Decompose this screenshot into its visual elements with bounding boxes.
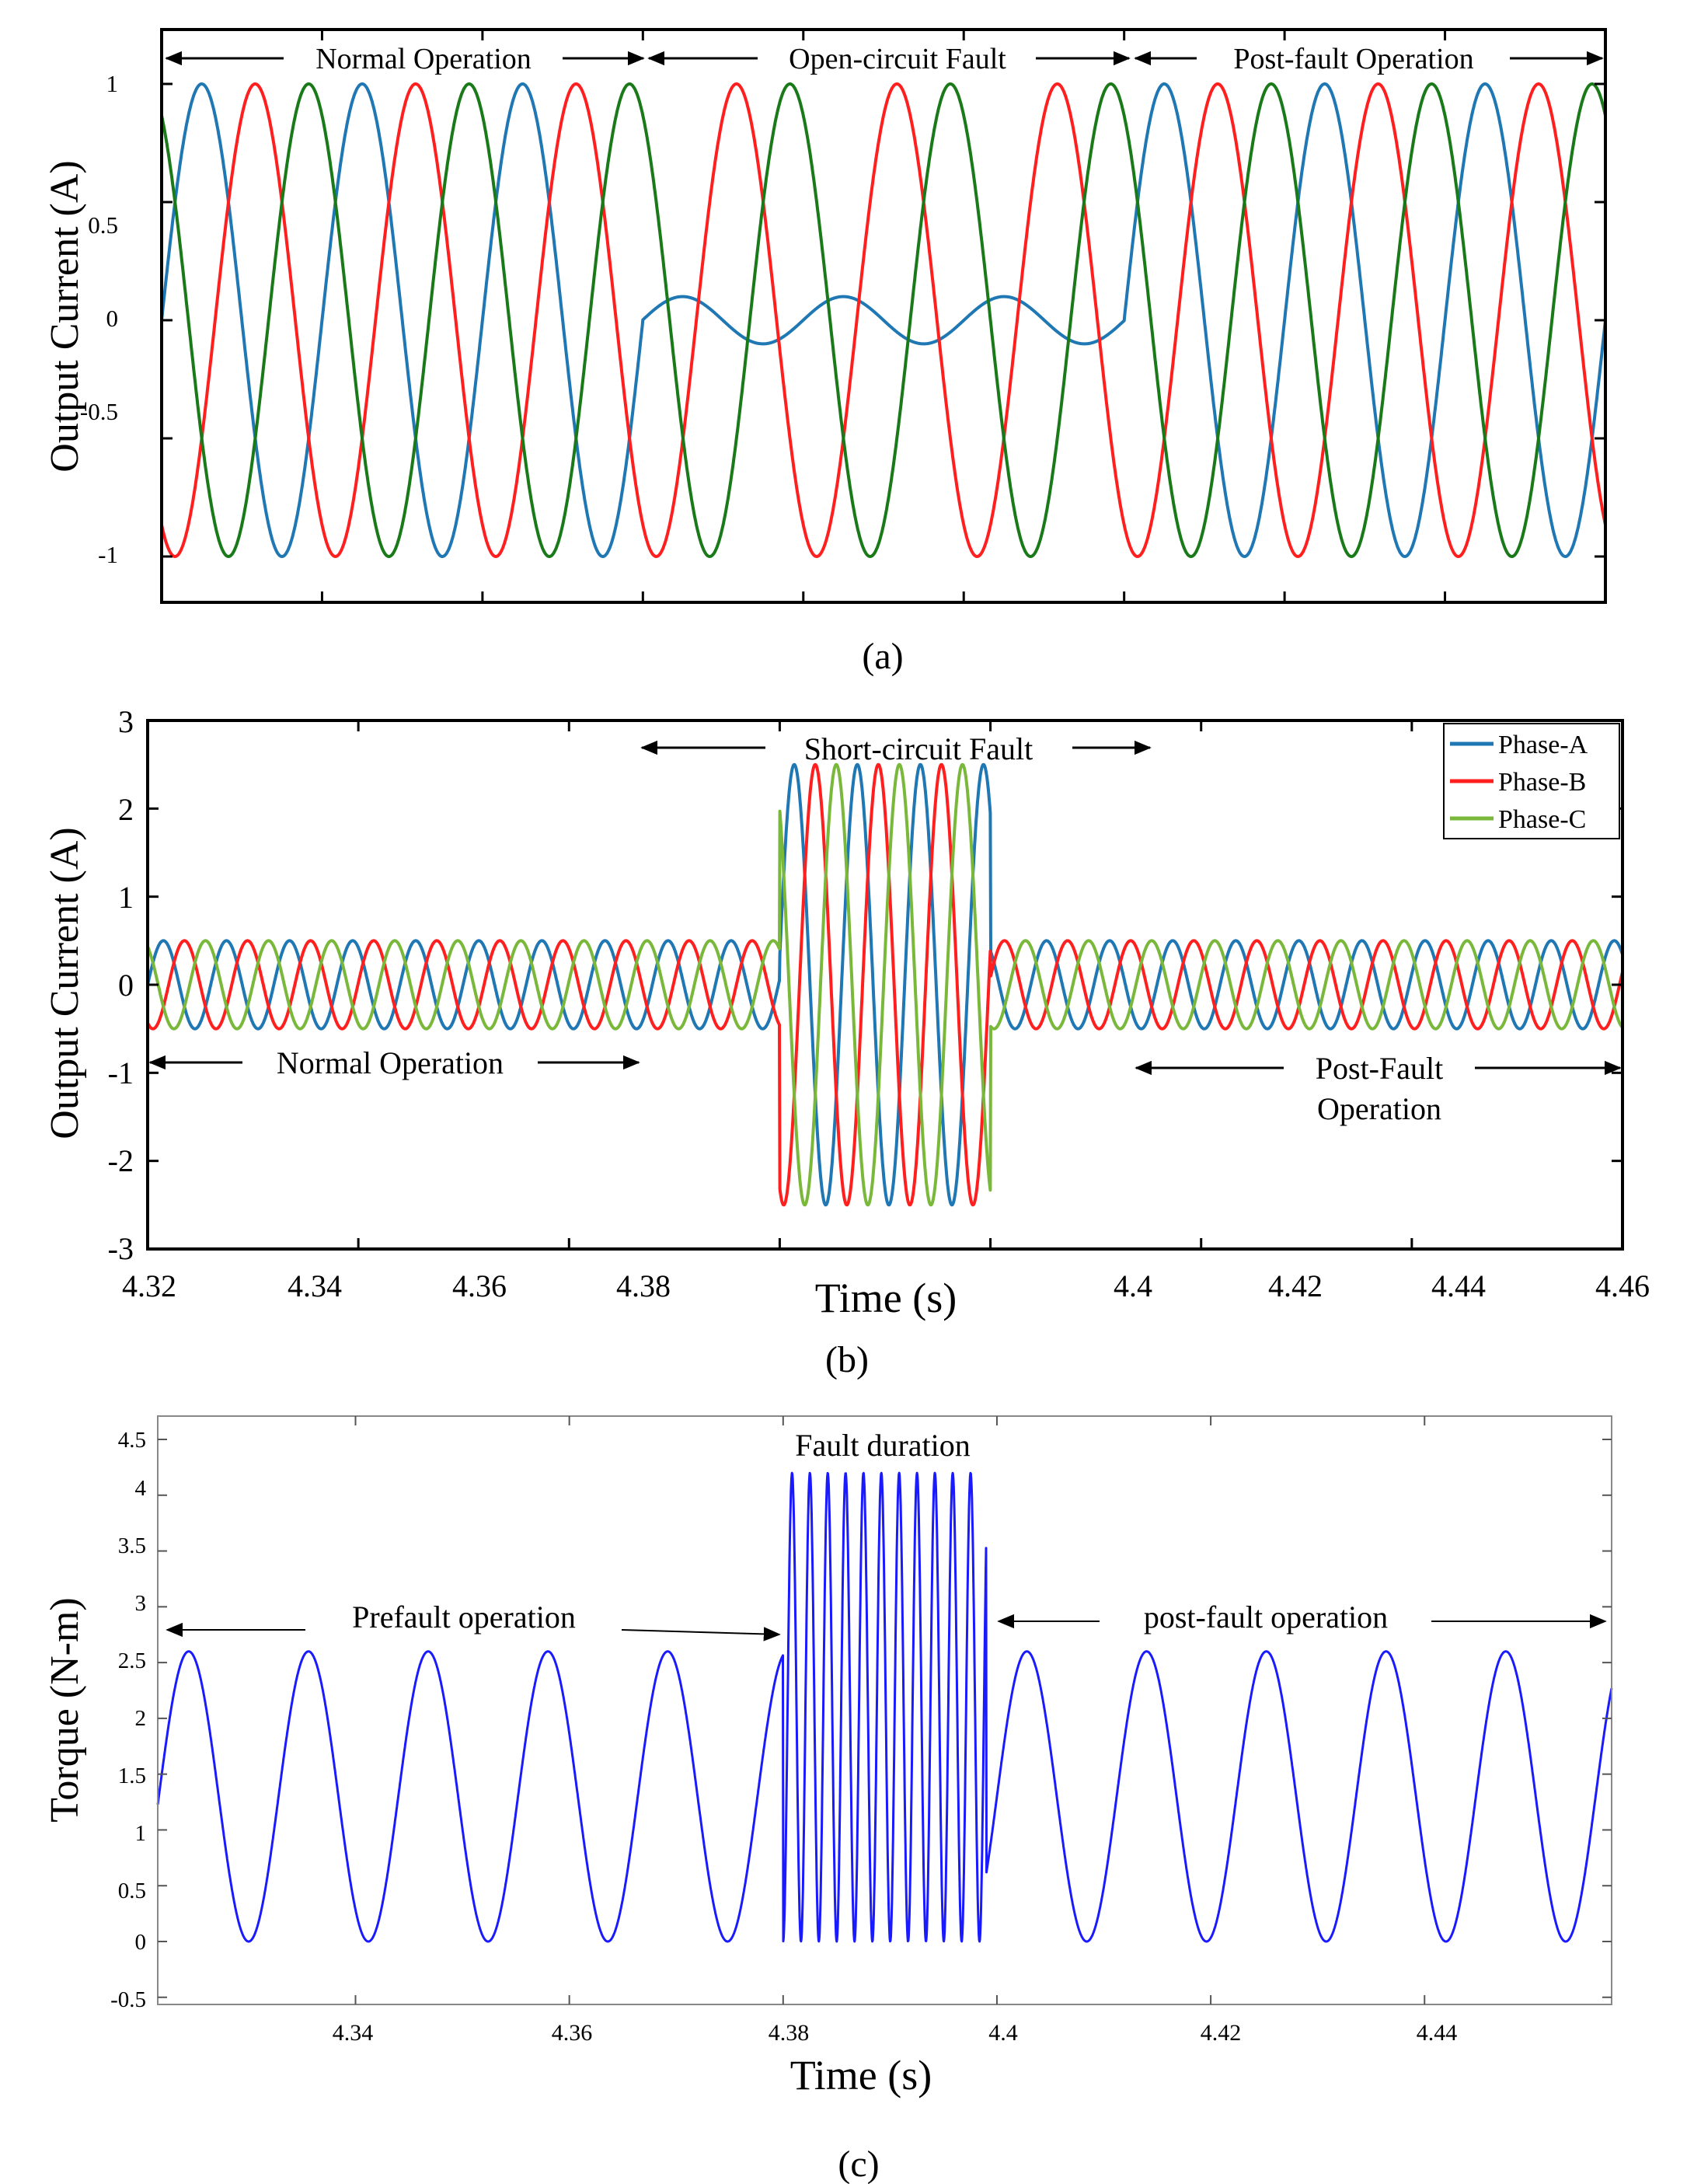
c-ytick-2: 2 [135, 1706, 147, 1731]
b-xtick-4-34: 4.34 [288, 1268, 342, 1303]
c-xtick-4-38: 4.38 [769, 2020, 810, 2046]
b-ytick-neg-3: -3 [108, 1231, 134, 1266]
b-label-post-1: Post-Fault [1316, 1051, 1443, 1086]
b-xtick-4-46: 4.46 [1595, 1268, 1650, 1303]
b-ytick-3: 3 [118, 704, 134, 739]
c-label-post: post-fault operation [1144, 1600, 1388, 1635]
c-label-fault: Fault duration [795, 1428, 971, 1463]
b-series-phase-b [146, 762, 1624, 1207]
c-xtick-4-42: 4.42 [1201, 2020, 1242, 2046]
b-xtick-4-44: 4.44 [1431, 1268, 1486, 1303]
a-series-phase-b [160, 82, 1607, 558]
a-ytick-1: 1 [106, 70, 119, 97]
panel-a: 1 0.5 0 -0.5 -1 Output Current (A) Norma… [43, 28, 1607, 677]
a-label-post: Post-fault Operation [1233, 43, 1473, 75]
b-xtick-4-32: 4.32 [122, 1268, 176, 1303]
b-xlabel: Time (s) [815, 1275, 957, 1321]
b-xtick-4-4: 4.4 [1114, 1268, 1152, 1303]
a-label-normal: Normal Operation [315, 43, 532, 75]
c-ytick-1-5: 1.5 [118, 1764, 146, 1788]
b-caption: (b) [825, 1339, 869, 1380]
a-series-phase-a [160, 82, 1607, 558]
b-legend-label-b: Phase-B [1498, 768, 1586, 797]
b-legend-label-c: Phase-C [1498, 805, 1586, 834]
c-ytick-0: 0 [135, 1930, 147, 1955]
b-label-normal: Normal Operation [277, 1045, 504, 1080]
a-ytick-neg-0-5: -0.5 [80, 398, 118, 425]
c-ytick-0-5: 0.5 [118, 1879, 146, 1903]
panel-a-curves [160, 82, 1607, 558]
b-ytick-1: 1 [118, 880, 134, 915]
b-ytick-0: 0 [118, 968, 134, 1003]
c-ytick-2-5: 2.5 [118, 1648, 146, 1673]
b-xtick-4-42: 4.42 [1268, 1268, 1323, 1303]
c-ylabel: Torque (N-m) [43, 1597, 87, 1822]
a-caption: (a) [862, 636, 903, 677]
panel-a-frame [160, 28, 1607, 604]
a-ytick-neg-1: -1 [98, 541, 118, 568]
b-series-phase-a [146, 762, 1624, 1207]
a-ytick-0-5: 0.5 [88, 211, 118, 239]
c-xtick-4-44: 4.44 [1417, 2020, 1458, 2046]
c-ytick-3: 3 [135, 1591, 147, 1616]
c-ytick-4: 4 [135, 1476, 147, 1501]
b-series-phase-c [146, 762, 1624, 1207]
b-ytick-neg-2: -2 [108, 1143, 134, 1178]
b-ylabel: Output Current (A) [43, 827, 87, 1139]
c-xlabel: Time (s) [790, 2052, 932, 2099]
c-xtick-4-4: 4.4 [988, 2020, 1018, 2046]
c-ytick-4-5: 4.5 [118, 1428, 146, 1453]
b-ytick-neg-1: -1 [108, 1055, 134, 1090]
c-xtick-4-36: 4.36 [552, 2020, 593, 2046]
panel-b: 3 2 1 0 -1 -2 -3 4.32 4.34 4.36 4.38 4.4… [43, 704, 1650, 1380]
b-ytick-2: 2 [118, 792, 134, 827]
panel-c: 4.5 4 3.5 3 2.5 2 1.5 1 0.5 0 -0.5 4.34 … [43, 1415, 1613, 2184]
c-series-torque [156, 1471, 1613, 1943]
b-xtick-4-38: 4.38 [616, 1268, 671, 1303]
panel-c-ticks [158, 1416, 1612, 2004]
panel-c-curves [156, 1471, 1613, 1943]
b-label-fault: Short-circuit Fault [804, 731, 1033, 766]
a-ylabel: Output Current (A) [43, 160, 87, 472]
b-legend-label-a: Phase-A [1498, 731, 1588, 759]
c-ytick-3-5: 3.5 [118, 1533, 146, 1558]
panel-c-frame [157, 1415, 1612, 2005]
a-ytick-0: 0 [106, 305, 119, 332]
c-ytick-neg-0-5: -0.5 [110, 1987, 146, 2012]
c-label-prefault: Prefault operation [352, 1600, 576, 1635]
b-label-post-2: Operation [1317, 1091, 1441, 1126]
c-ytick-1: 1 [135, 1821, 147, 1846]
c-xtick-4-34: 4.34 [333, 2020, 374, 2046]
a-label-fault: Open-circuit Fault [789, 43, 1006, 75]
c-arrow-prefault-right [621, 1627, 781, 1641]
panel-b-curves [146, 762, 1624, 1207]
b-xtick-4-36: 4.36 [452, 1268, 507, 1303]
c-caption: (c) [838, 2144, 879, 2184]
b-legend: Phase-A Phase-B Phase-C [1443, 723, 1620, 839]
panel-a-ticks [162, 30, 1605, 602]
a-series-phase-c [160, 82, 1607, 558]
